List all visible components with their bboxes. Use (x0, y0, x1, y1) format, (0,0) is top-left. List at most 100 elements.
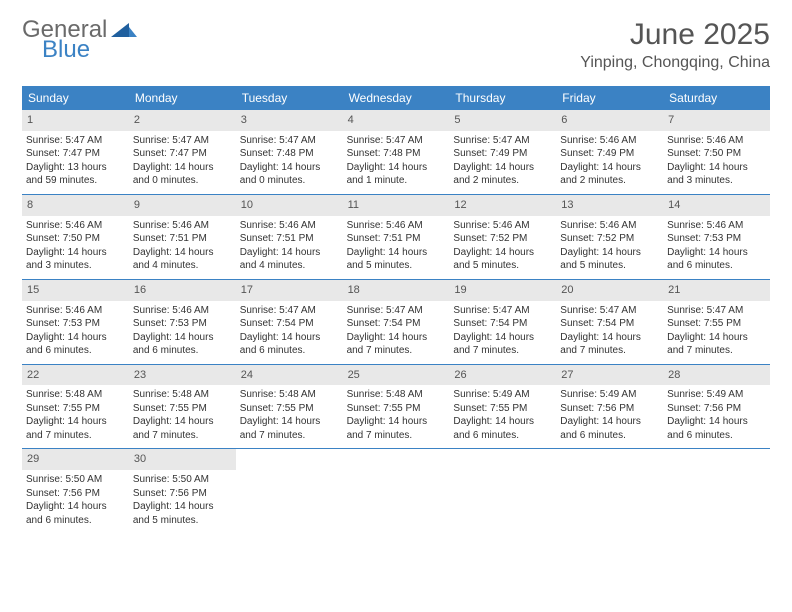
daylight-text: Daylight: 14 hours and 5 minutes. (133, 500, 232, 527)
day-cell (556, 449, 663, 533)
sunset-text: Sunset: 7:56 PM (133, 487, 232, 501)
daylight-text: Daylight: 14 hours and 4 minutes. (240, 246, 339, 273)
sunrise-text: Sunrise: 5:47 AM (667, 304, 766, 318)
day-cell: 16Sunrise: 5:46 AMSunset: 7:53 PMDayligh… (129, 280, 236, 364)
day-number: 12 (449, 195, 556, 216)
week-row: 8Sunrise: 5:46 AMSunset: 7:50 PMDaylight… (22, 195, 770, 280)
day-cell: 3Sunrise: 5:47 AMSunset: 7:48 PMDaylight… (236, 110, 343, 194)
sunset-text: Sunset: 7:55 PM (26, 402, 125, 416)
weekday-tuesday: Tuesday (236, 86, 343, 110)
day-cell (343, 449, 450, 533)
sunrise-text: Sunrise: 5:46 AM (453, 219, 552, 233)
sunset-text: Sunset: 7:55 PM (240, 402, 339, 416)
daylight-text: Daylight: 14 hours and 0 minutes. (133, 161, 232, 188)
day-cell: 18Sunrise: 5:47 AMSunset: 7:54 PMDayligh… (343, 280, 450, 364)
daylight-text: Daylight: 13 hours and 59 minutes. (26, 161, 125, 188)
sunset-text: Sunset: 7:50 PM (26, 232, 125, 246)
day-number: 5 (449, 110, 556, 131)
day-cell: 29Sunrise: 5:50 AMSunset: 7:56 PMDayligh… (22, 449, 129, 533)
sunrise-text: Sunrise: 5:47 AM (453, 304, 552, 318)
sunrise-text: Sunrise: 5:50 AM (26, 473, 125, 487)
sunset-text: Sunset: 7:50 PM (667, 147, 766, 161)
daylight-text: Daylight: 14 hours and 6 minutes. (667, 415, 766, 442)
week-row: 1Sunrise: 5:47 AMSunset: 7:47 PMDaylight… (22, 110, 770, 195)
day-cell: 1Sunrise: 5:47 AMSunset: 7:47 PMDaylight… (22, 110, 129, 194)
sunrise-text: Sunrise: 5:47 AM (133, 134, 232, 148)
day-cell: 10Sunrise: 5:46 AMSunset: 7:51 PMDayligh… (236, 195, 343, 279)
sunset-text: Sunset: 7:56 PM (667, 402, 766, 416)
daylight-text: Daylight: 14 hours and 7 minutes. (347, 415, 446, 442)
day-number: 10 (236, 195, 343, 216)
day-cell: 8Sunrise: 5:46 AMSunset: 7:50 PMDaylight… (22, 195, 129, 279)
logo: General Blue (22, 18, 137, 62)
sunset-text: Sunset: 7:48 PM (347, 147, 446, 161)
sunrise-text: Sunrise: 5:46 AM (240, 219, 339, 233)
sunset-text: Sunset: 7:51 PM (347, 232, 446, 246)
day-cell: 28Sunrise: 5:49 AMSunset: 7:56 PMDayligh… (663, 365, 770, 449)
daylight-text: Daylight: 14 hours and 5 minutes. (347, 246, 446, 273)
sunset-text: Sunset: 7:52 PM (453, 232, 552, 246)
day-cell: 6Sunrise: 5:46 AMSunset: 7:49 PMDaylight… (556, 110, 663, 194)
sunrise-text: Sunrise: 5:47 AM (26, 134, 125, 148)
daylight-text: Daylight: 14 hours and 6 minutes. (240, 331, 339, 358)
sunrise-text: Sunrise: 5:49 AM (560, 388, 659, 402)
day-cell: 30 Sunrise: 5:50 AMSunset: 7:56 PMDayligh… (129, 449, 236, 533)
day-cell: 24Sunrise: 5:48 AMSunset: 7:55 PMDayligh… (236, 365, 343, 449)
day-cell: 2 Sunrise: 5:47 AMSunset: 7:47 PMDaylight… (129, 110, 236, 194)
day-number: 30 (129, 449, 236, 470)
sunrise-text: Sunrise: 5:47 AM (240, 134, 339, 148)
day-number: 3 (236, 110, 343, 131)
day-cell: 27Sunrise: 5:49 AMSunset: 7:56 PMDayligh… (556, 365, 663, 449)
day-cell: 20Sunrise: 5:47 AMSunset: 7:54 PMDayligh… (556, 280, 663, 364)
sunset-text: Sunset: 7:53 PM (133, 317, 232, 331)
daylight-text: Daylight: 14 hours and 3 minutes. (667, 161, 766, 188)
daylight-text: Daylight: 14 hours and 6 minutes. (560, 415, 659, 442)
daylight-text: Daylight: 14 hours and 7 minutes. (240, 415, 339, 442)
day-cell: 13Sunrise: 5:46 AMSunset: 7:52 PMDayligh… (556, 195, 663, 279)
daylight-text: Daylight: 14 hours and 2 minutes. (453, 161, 552, 188)
day-number: 15 (22, 280, 129, 301)
daylight-text: Daylight: 14 hours and 6 minutes. (26, 500, 125, 527)
logo-word2: Blue (42, 38, 137, 62)
day-number: 19 (449, 280, 556, 301)
day-number: 11 (343, 195, 450, 216)
day-number: 25 (343, 365, 450, 386)
week-row: 15Sunrise: 5:46 AMSunset: 7:53 PMDayligh… (22, 280, 770, 365)
day-cell (449, 449, 556, 533)
sunrise-text: Sunrise: 5:46 AM (560, 134, 659, 148)
day-number: 4 (343, 110, 450, 131)
day-cell: 17Sunrise: 5:47 AMSunset: 7:54 PMDayligh… (236, 280, 343, 364)
day-cell: 5Sunrise: 5:47 AMSunset: 7:49 PMDaylight… (449, 110, 556, 194)
sunrise-text: Sunrise: 5:50 AM (133, 473, 232, 487)
daylight-text: Daylight: 14 hours and 1 minute. (347, 161, 446, 188)
sunset-text: Sunset: 7:47 PM (133, 147, 232, 161)
sunset-text: Sunset: 7:49 PM (560, 147, 659, 161)
header: General Blue June 2025 Yinping, Chongqin… (22, 18, 770, 72)
day-cell: 12Sunrise: 5:46 AMSunset: 7:52 PMDayligh… (449, 195, 556, 279)
daylight-text: Daylight: 14 hours and 7 minutes. (560, 331, 659, 358)
weekday-saturday: Saturday (663, 86, 770, 110)
title-block: June 2025 Yinping, Chongqing, China (580, 18, 770, 72)
day-cell (663, 449, 770, 533)
day-number: 23 (129, 365, 236, 386)
day-cell: 22Sunrise: 5:48 AMSunset: 7:55 PMDayligh… (22, 365, 129, 449)
sunset-text: Sunset: 7:53 PM (667, 232, 766, 246)
day-number: 2 (129, 110, 236, 131)
sunrise-text: Sunrise: 5:48 AM (133, 388, 232, 402)
sunrise-text: Sunrise: 5:47 AM (347, 134, 446, 148)
sunset-text: Sunset: 7:47 PM (26, 147, 125, 161)
day-cell: 7Sunrise: 5:46 AMSunset: 7:50 PMDaylight… (663, 110, 770, 194)
daylight-text: Daylight: 14 hours and 4 minutes. (133, 246, 232, 273)
sunset-text: Sunset: 7:55 PM (667, 317, 766, 331)
daylight-text: Daylight: 14 hours and 2 minutes. (560, 161, 659, 188)
sunrise-text: Sunrise: 5:48 AM (347, 388, 446, 402)
sunset-text: Sunset: 7:54 PM (453, 317, 552, 331)
sunset-text: Sunset: 7:52 PM (560, 232, 659, 246)
sunset-text: Sunset: 7:51 PM (133, 232, 232, 246)
day-number: 21 (663, 280, 770, 301)
sunset-text: Sunset: 7:53 PM (26, 317, 125, 331)
day-cell: 26Sunrise: 5:49 AMSunset: 7:55 PMDayligh… (449, 365, 556, 449)
day-number: 28 (663, 365, 770, 386)
sunrise-text: Sunrise: 5:46 AM (667, 219, 766, 233)
daylight-text: Daylight: 14 hours and 7 minutes. (26, 415, 125, 442)
